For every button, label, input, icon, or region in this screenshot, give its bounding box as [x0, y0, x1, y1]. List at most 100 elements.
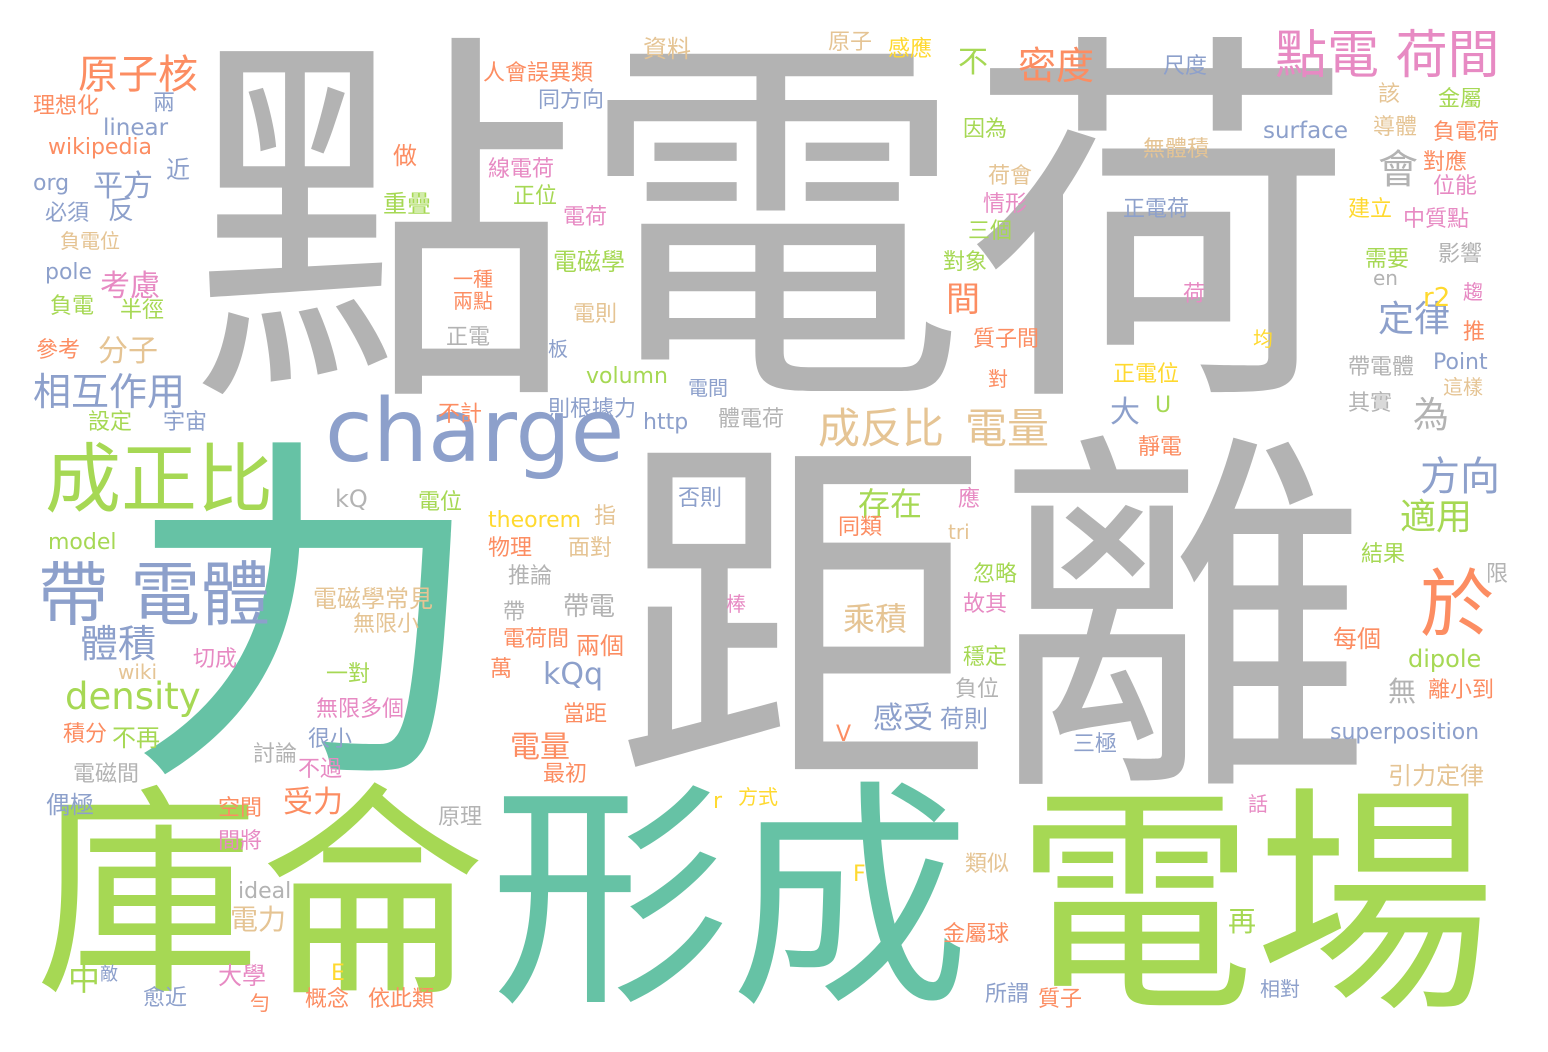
cloud-word: 電力	[230, 903, 287, 936]
cloud-word: 該	[1378, 82, 1401, 107]
cloud-word: 體積	[80, 622, 157, 666]
cloud-word: 勻	[250, 991, 270, 1015]
cloud-word: 原子核	[78, 52, 198, 98]
cloud-word: en	[1373, 266, 1398, 290]
cloud-word: 形成	[490, 760, 971, 1040]
cloud-word: charge	[325, 380, 625, 482]
cloud-word: 存在	[858, 485, 923, 523]
cloud-word: 資料	[643, 35, 691, 63]
cloud-word: 中	[68, 960, 101, 998]
cloud-word: wikipedia	[48, 135, 153, 160]
cloud-word: 每個	[1333, 625, 1381, 653]
cloud-word: 原理	[438, 805, 483, 830]
cloud-word: 位能	[1433, 174, 1478, 199]
cloud-word: 必須	[45, 201, 90, 226]
cloud-word: V	[836, 722, 852, 747]
cloud-word: 乘積	[843, 600, 908, 638]
cloud-word: 靜電	[1138, 435, 1183, 460]
cloud-word: 這樣	[1443, 375, 1483, 399]
cloud-word: 否則	[678, 486, 723, 511]
cloud-word: 電荷	[563, 205, 608, 230]
cloud-word: kQq	[543, 657, 604, 692]
cloud-word: 同方向	[538, 88, 605, 113]
cloud-word: 荷	[1183, 282, 1206, 307]
cloud-word: 三個	[968, 219, 1013, 244]
cloud-word: 指	[594, 504, 617, 529]
cloud-word: 點電 荷間	[1275, 26, 1500, 86]
cloud-word: ideal	[238, 879, 292, 904]
cloud-word: tri	[948, 520, 970, 544]
cloud-word: 帶	[503, 600, 526, 625]
cloud-word: 電磁學	[553, 248, 625, 276]
cloud-word: 三極	[1073, 732, 1118, 757]
cloud-word: 討論	[253, 742, 298, 767]
cloud-word: 宇宙	[163, 410, 208, 435]
cloud-word: 板	[548, 337, 568, 361]
cloud-word: 兩個	[576, 632, 624, 660]
cloud-word: 再	[1228, 905, 1257, 938]
cloud-word: 金屬	[1438, 87, 1483, 112]
cloud-word: 體電荷	[718, 407, 785, 432]
cloud-word: 需要	[1365, 247, 1410, 272]
cloud-word: 愈近	[143, 986, 188, 1011]
cloud-word: 話	[1248, 792, 1268, 816]
cloud-word: 限	[1486, 562, 1509, 587]
cloud-word: 故其	[963, 592, 1008, 617]
cloud-word: dipole	[1408, 645, 1482, 673]
cloud-word: 對	[988, 367, 1008, 391]
cloud-word: 電則	[573, 302, 618, 327]
cloud-word: 荷會	[988, 164, 1033, 189]
cloud-word: 相對	[1260, 977, 1300, 1001]
cloud-word: 正電荷	[1123, 197, 1190, 222]
cloud-word: 萬	[490, 657, 513, 682]
cloud-word: 點電荷	[190, 3, 1354, 455]
cloud-word: wiki	[118, 660, 158, 684]
cloud-word: 成正比	[45, 435, 273, 524]
cloud-word: org	[33, 171, 70, 196]
cloud-word: 設定	[88, 410, 133, 435]
cloud-word: 大	[1110, 395, 1140, 430]
cloud-word: 相互作用	[33, 370, 186, 414]
cloud-word: 偶極	[46, 791, 94, 819]
cloud-word: 兩點	[453, 289, 493, 313]
cloud-word: 導體	[1373, 115, 1418, 140]
cloud-word: U	[1155, 393, 1172, 418]
cloud-word: model	[48, 530, 117, 555]
cloud-word: http	[643, 410, 689, 435]
cloud-word: 力	[125, 410, 485, 829]
cloud-word: 物理	[488, 536, 533, 561]
cloud-word: 正電	[446, 325, 491, 350]
cloud-word: 方式	[738, 785, 778, 809]
cloud-word: 對應	[1423, 150, 1468, 175]
cloud-word: 忽略	[973, 562, 1018, 587]
cloud-word: r2	[1423, 283, 1451, 313]
cloud-word: 電量	[965, 404, 1050, 453]
cloud-word: 不	[958, 45, 988, 80]
cloud-word: 敵	[100, 964, 118, 985]
cloud-word: 分子	[98, 334, 158, 369]
cloud-word: 情形	[983, 192, 1028, 217]
cloud-word: 類似	[965, 852, 1010, 877]
cloud-word: 原子	[828, 30, 873, 55]
cloud-word: 間將	[218, 829, 263, 854]
cloud-word: 距離	[615, 404, 1371, 844]
cloud-word: 人會誤異類	[483, 61, 594, 86]
cloud-word: 不計	[438, 402, 483, 427]
cloud-word: 建立	[1348, 197, 1393, 222]
cloud-word: 電量	[510, 730, 570, 765]
cloud-word: kQ	[335, 485, 368, 513]
cloud-word: 金屬球	[943, 922, 1010, 947]
cloud-word: Point	[1433, 350, 1488, 375]
cloud-word: 最初	[543, 762, 588, 787]
cloud-word: 積分	[63, 722, 108, 747]
cloud-word: 於	[1420, 562, 1494, 648]
cloud-word: 推	[1463, 320, 1486, 345]
cloud-word: 成反比	[818, 404, 945, 453]
cloud-word: 考慮	[100, 269, 160, 304]
cloud-word: 參考	[36, 338, 81, 363]
cloud-word: 負電荷	[1433, 120, 1500, 145]
cloud-word: 無限多個	[316, 697, 405, 722]
cloud-word: 半徑	[120, 298, 165, 323]
cloud-word: 正位	[513, 184, 558, 209]
cloud-word: 庫侖	[35, 766, 485, 1028]
